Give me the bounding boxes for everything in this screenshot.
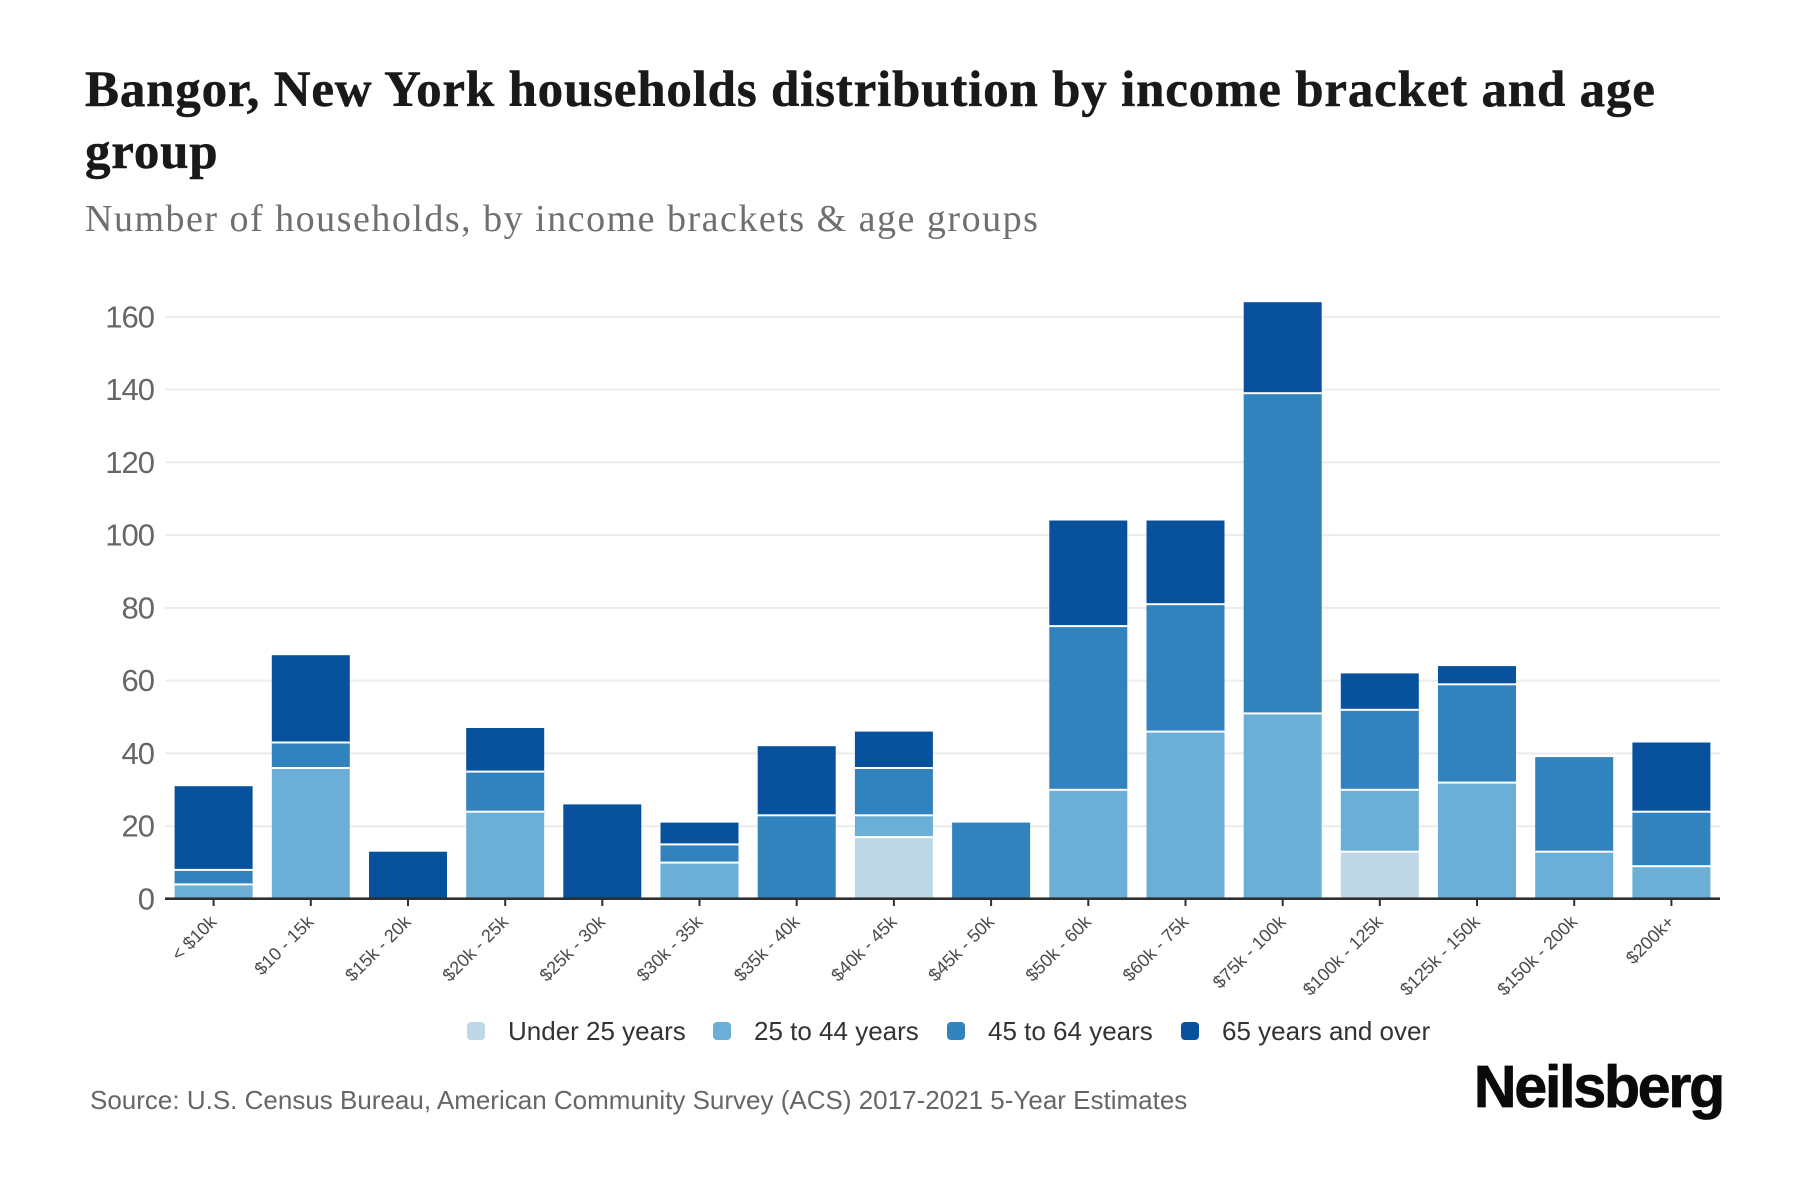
svg-text:40: 40: [122, 736, 155, 771]
svg-text:$50k - 60k: $50k - 60k: [1022, 911, 1096, 985]
svg-text:80: 80: [122, 590, 155, 625]
svg-text:$60k - 75k: $60k - 75k: [1119, 911, 1193, 985]
svg-text:$30k - 35k: $30k - 35k: [633, 911, 707, 985]
svg-text:$200k+: $200k+: [1622, 912, 1678, 968]
svg-text:$75k - 100k: $75k - 100k: [1209, 911, 1290, 992]
svg-text:$35k - 40k: $35k - 40k: [730, 911, 804, 985]
svg-text:60: 60: [122, 663, 155, 698]
svg-text:$100k - 125k: $100k - 125k: [1299, 911, 1387, 999]
svg-text:65 years and over: 65 years and over: [1222, 1016, 1430, 1046]
svg-text:$45k - 50k: $45k - 50k: [924, 911, 998, 985]
svg-text:120: 120: [105, 445, 154, 480]
svg-text:$20k - 25k: $20k - 25k: [438, 911, 512, 985]
svg-text:$125k - 150k: $125k - 150k: [1396, 911, 1484, 999]
svg-text:$10 - 15k: $10 - 15k: [250, 911, 318, 979]
svg-text:100: 100: [105, 518, 154, 553]
svg-text:25 to 44 years: 25 to 44 years: [754, 1016, 919, 1046]
svg-text:$40k - 45k: $40k - 45k: [827, 911, 901, 985]
svg-text:140: 140: [105, 372, 154, 407]
svg-text:0: 0: [138, 882, 155, 917]
svg-text:20: 20: [122, 809, 155, 844]
svg-text:< $10k: < $10k: [168, 911, 221, 964]
svg-text:$150k - 200k: $150k - 200k: [1493, 911, 1581, 999]
svg-text:160: 160: [105, 299, 154, 334]
svg-text:$25k - 30k: $25k - 30k: [536, 911, 610, 985]
svg-text:45 to 64 years: 45 to 64 years: [988, 1016, 1153, 1046]
svg-text:$15k - 20k: $15k - 20k: [341, 911, 415, 985]
svg-text:Under 25 years: Under 25 years: [508, 1016, 686, 1046]
